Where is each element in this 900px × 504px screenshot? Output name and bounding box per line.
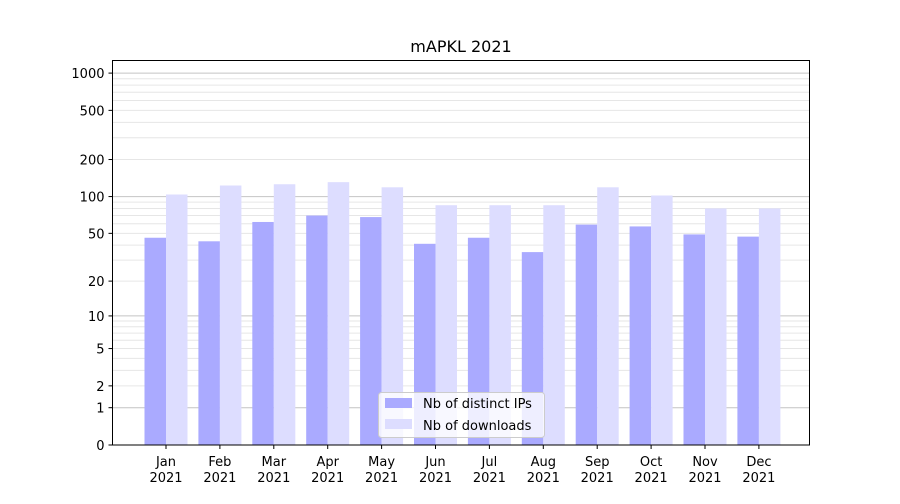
x-tick-label: Apr 2021 [311, 455, 344, 486]
legend-label-downloads: Nb of downloads [423, 419, 532, 434]
bar-downloads [327, 182, 350, 445]
x-tick-label: May 2021 [365, 455, 398, 486]
x-tick-label: Jul 2021 [473, 455, 506, 486]
bar-downloads [273, 184, 296, 445]
y-tick-label: 500 [80, 104, 105, 119]
bar-distinct-ips [252, 221, 274, 445]
x-tick-label: Feb 2021 [203, 455, 236, 486]
bar-distinct-ips [198, 241, 220, 445]
bar-distinct-ips [360, 217, 382, 445]
x-tick-label: Aug 2021 [527, 455, 560, 486]
legend-swatch-ips [385, 398, 412, 408]
y-tick-label: 10 [88, 310, 105, 325]
chart-title: mAPKL 2021 [410, 37, 511, 56]
y-tick-label: 50 [88, 227, 105, 242]
bar-distinct-ips [683, 234, 705, 445]
bar-downloads [543, 205, 565, 445]
bar-downloads [489, 205, 511, 445]
x-axis: Jan 2021 Feb 2021 Mar 2021 Apr 2021 May 2021 Jun 20… [149, 445, 775, 486]
bar-distinct-ips [737, 236, 759, 445]
y-tick-label: 100 [80, 191, 105, 206]
bar-downloads [651, 195, 673, 445]
y-tick-label: 20 [88, 275, 105, 290]
bar-downloads [381, 187, 404, 445]
y-tick-label: 5 [96, 343, 104, 358]
legend-swatch-downloads [385, 419, 412, 429]
x-tick-label: Sep 2021 [581, 455, 614, 486]
bar-distinct-ips [144, 237, 166, 445]
y-tick-label: 2 [96, 380, 104, 395]
legend: Nb of distinct IPs Nb of downloads [378, 392, 545, 438]
axes-frame [112, 60, 810, 446]
x-tick-label: Oct 2021 [635, 455, 668, 486]
x-tick-label: Mar 2021 [257, 455, 290, 486]
y-axis: 0 1 2 5 10 20 50 100 200 500 1000 [71, 67, 113, 454]
y-tick-label: 200 [80, 154, 105, 169]
x-tick-label: Jan 2021 [149, 455, 182, 486]
x-tick-label: Jun 2021 [419, 455, 452, 486]
x-tick-label: Dec 2021 [742, 455, 775, 486]
bar-distinct-ips [575, 224, 598, 445]
legend-label-ips: Nb of distinct IPs [423, 397, 532, 412]
bar-downloads [758, 208, 781, 445]
x-tick-label: Nov 2021 [688, 455, 721, 486]
bar-distinct-ips [306, 215, 328, 445]
y-tick-label: 1 [96, 402, 104, 417]
bar-downloads [705, 208, 727, 445]
bar-downloads [435, 205, 457, 445]
bar-distinct-ips [629, 226, 652, 445]
y-tick-label: 0 [96, 439, 104, 454]
bar-downloads [166, 194, 188, 445]
bar-downloads [597, 187, 619, 445]
bar-downloads [219, 185, 242, 445]
y-tick-label: 1000 [71, 67, 104, 82]
